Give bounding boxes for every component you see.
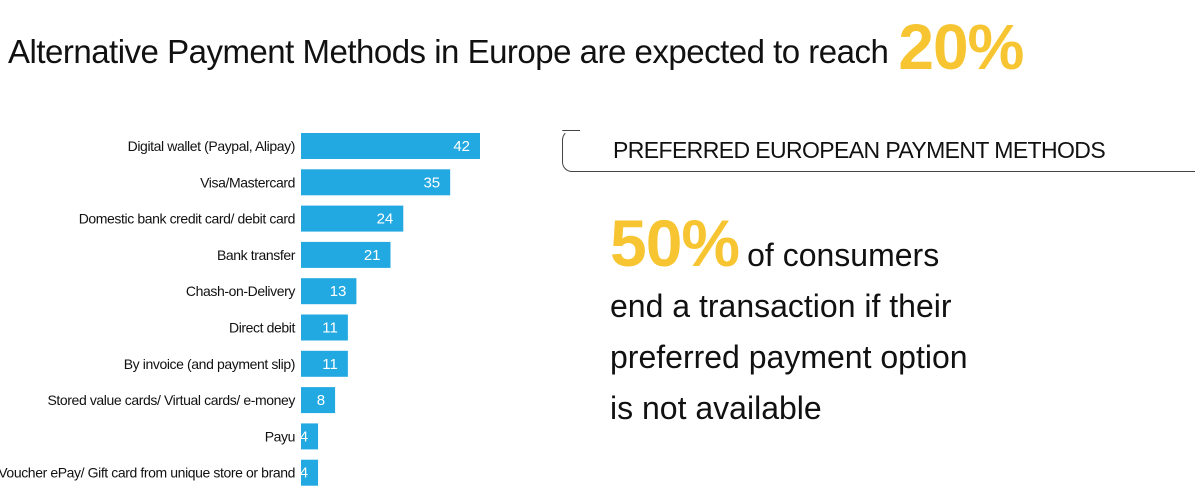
category-label: Voucher ePay/ Gift card from unique stor… (0, 465, 295, 481)
page-title: Alternative Payment Methods in Europe ar… (8, 10, 1024, 84)
category-label: Direct debit (229, 320, 296, 336)
data-label: 11 (322, 356, 338, 373)
data-label: 8 (317, 392, 325, 409)
bar-chart: Digital wallet (Paypal, Alipay) 42 Visa/Ma… (0, 133, 480, 486)
category-label: Visa/Mastercard (200, 174, 295, 190)
bar (301, 350, 348, 377)
bar (301, 314, 348, 341)
category-label: By invoice (and payment slip) (124, 356, 295, 372)
bar (301, 241, 391, 268)
bar (301, 459, 319, 486)
stat-line-1: of consumers (747, 237, 940, 273)
category-label: Payu (265, 428, 295, 444)
stat-line-4: is not available (610, 390, 822, 426)
bar (301, 133, 480, 159)
category-label: Bank transfer (217, 247, 296, 263)
data-label: 42 (453, 138, 470, 155)
title-text: Alternative Payment Methods in Europe ar… (8, 33, 889, 70)
stat-percent: 50% (610, 206, 740, 280)
bar (301, 387, 336, 414)
data-label: 4 (300, 428, 308, 445)
data-label: 11 (322, 320, 338, 337)
panel-header-text: PREFERRED EUROPEAN PAYMENT METHODS (613, 137, 1106, 163)
panel-header: PREFERRED EUROPEAN PAYMENT METHODS (562, 129, 1195, 172)
bar (301, 169, 451, 196)
bar (301, 278, 357, 305)
data-label: 24 (377, 211, 394, 228)
stat-block: 50% of consumers end a transaction if the… (610, 210, 968, 434)
data-label: 35 (423, 174, 440, 191)
data-label: 4 (300, 465, 308, 482)
data-label: 13 (330, 283, 347, 300)
category-label: Stored value cards/ Virtual cards/ e-mon… (47, 392, 295, 408)
data-label: 21 (364, 247, 381, 264)
category-label: Digital wallet (Paypal, Alipay) (128, 138, 295, 154)
stat-line-3: preferred payment option (610, 339, 968, 375)
category-label: Domestic bank credit card/ debit card (79, 211, 295, 227)
bar (301, 423, 319, 450)
category-label: Chash-on-Delivery (186, 283, 296, 299)
stat-line-2: end a transaction if their (610, 288, 952, 324)
title-highlight: 20% (898, 11, 1024, 83)
bar (301, 205, 404, 232)
